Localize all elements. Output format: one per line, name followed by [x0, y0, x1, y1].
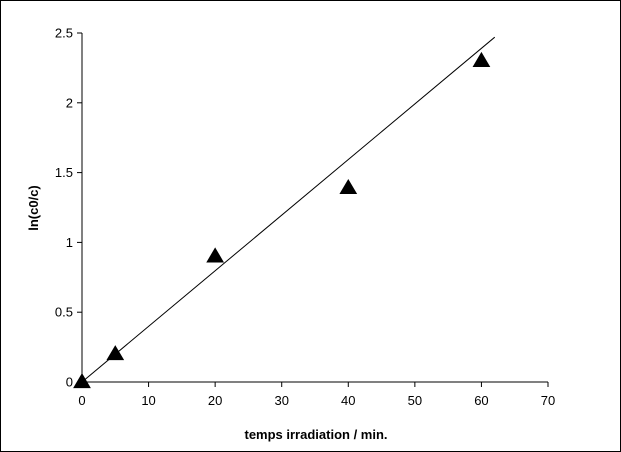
- y-tick-label: 1.5: [55, 165, 73, 180]
- y-tick-label: 0: [66, 375, 73, 390]
- x-tick-label: 60: [474, 393, 488, 408]
- x-axis-title: temps irradiation / min.: [244, 427, 387, 442]
- axes: 0 0.5 1 1.5 2 2.5 0 10 20 30 40 50 60 70: [55, 26, 555, 409]
- y-axis-title-text: ln(c0/c): [26, 185, 41, 231]
- x-tick-label: 30: [274, 393, 288, 408]
- y-tick-label: 1: [66, 235, 73, 250]
- data-point-triangle: [472, 51, 491, 68]
- x-tick-label: 70: [541, 393, 555, 408]
- data-point-triangle: [106, 345, 125, 361]
- trendline: [81, 36, 496, 383]
- y-tick-label: 2.5: [55, 26, 73, 41]
- y-axis-title: ln(c0/c): [26, 185, 41, 231]
- data-point-triangle: [73, 373, 91, 389]
- data-point-triangle: [339, 178, 358, 195]
- x-tick-label: 20: [208, 393, 222, 408]
- y-tick-label: 2: [66, 95, 73, 110]
- x-tick-label: 40: [341, 393, 355, 408]
- data-points: [73, 51, 491, 389]
- x-tick-label: 50: [408, 393, 422, 408]
- data-point-triangle: [206, 247, 225, 263]
- y-tick-label: 0.5: [55, 305, 73, 320]
- x-tick-label: 10: [141, 393, 155, 408]
- trendline-group: [81, 36, 496, 383]
- x-tick-label: 0: [78, 393, 85, 408]
